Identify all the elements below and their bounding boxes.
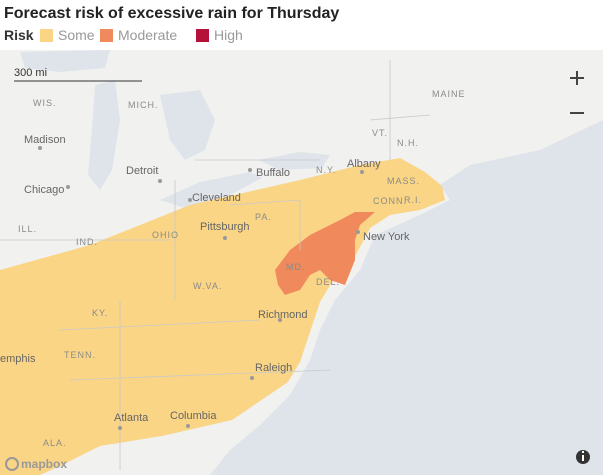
state-label: WIS. (33, 98, 57, 108)
legend-title: Risk (4, 27, 34, 43)
state-label: MASS. (387, 176, 420, 186)
scale-label: 300 mi (14, 67, 47, 79)
risk-area-moderate (275, 212, 375, 295)
legend: Some Moderate High (40, 27, 243, 43)
city-label: Cleveland (192, 192, 241, 204)
legend-label: Moderate (118, 27, 177, 43)
city-label: Raleigh (255, 362, 292, 374)
legend-label: Some (58, 27, 95, 43)
legend-label: High (214, 27, 243, 43)
state-label: IND. (76, 237, 98, 247)
legend-swatch (196, 29, 209, 42)
lakes (20, 50, 330, 208)
city-label: Albany (347, 158, 381, 170)
state-label: N.H. (397, 138, 419, 148)
state-label: DEL. (316, 277, 340, 287)
ocean (210, 120, 603, 475)
state-label: R.I. (404, 195, 422, 205)
city-label: Madison (24, 134, 66, 146)
state-label: N.Y. (316, 165, 336, 175)
state-label: OHIO (152, 230, 179, 240)
state-label: VT. (372, 128, 388, 138)
city-label: New York (363, 231, 410, 243)
state-label: ILL. (18, 224, 37, 234)
state-label: CONN. (373, 196, 407, 206)
attribution-logo (5, 457, 19, 471)
state-label: PA. (255, 212, 272, 222)
state-label: MAINE (432, 89, 466, 99)
state-label: TENN. (64, 350, 96, 360)
attribution[interactable]: mapbox (21, 457, 67, 471)
state-label: KY. (92, 308, 108, 318)
city-label: Detroit (126, 165, 158, 177)
state-label: W.VA. (193, 281, 222, 291)
map: WIS. MICH. MAINE VT. N.H. N.Y. MASS. CON… (0, 50, 603, 475)
zoom-out[interactable] (563, 99, 591, 127)
city-label: Chicago (24, 184, 64, 196)
city-label: emphis (0, 353, 36, 365)
legend-swatch (40, 29, 53, 42)
info-button[interactable] (576, 450, 590, 464)
title: Forecast risk of excessive rain for Thur… (4, 5, 339, 22)
state-label: ALA. (43, 438, 67, 448)
state-label: MD. (286, 262, 306, 272)
legend-swatch (100, 29, 113, 42)
city-label: Pittsburgh (200, 221, 250, 233)
state-label: MICH. (128, 100, 159, 110)
city-label: Richmond (258, 309, 308, 321)
city-label: Atlanta (114, 412, 149, 424)
city-label: Buffalo (256, 167, 290, 179)
zoom-in[interactable] (563, 64, 591, 92)
city-label: Columbia (170, 410, 217, 422)
